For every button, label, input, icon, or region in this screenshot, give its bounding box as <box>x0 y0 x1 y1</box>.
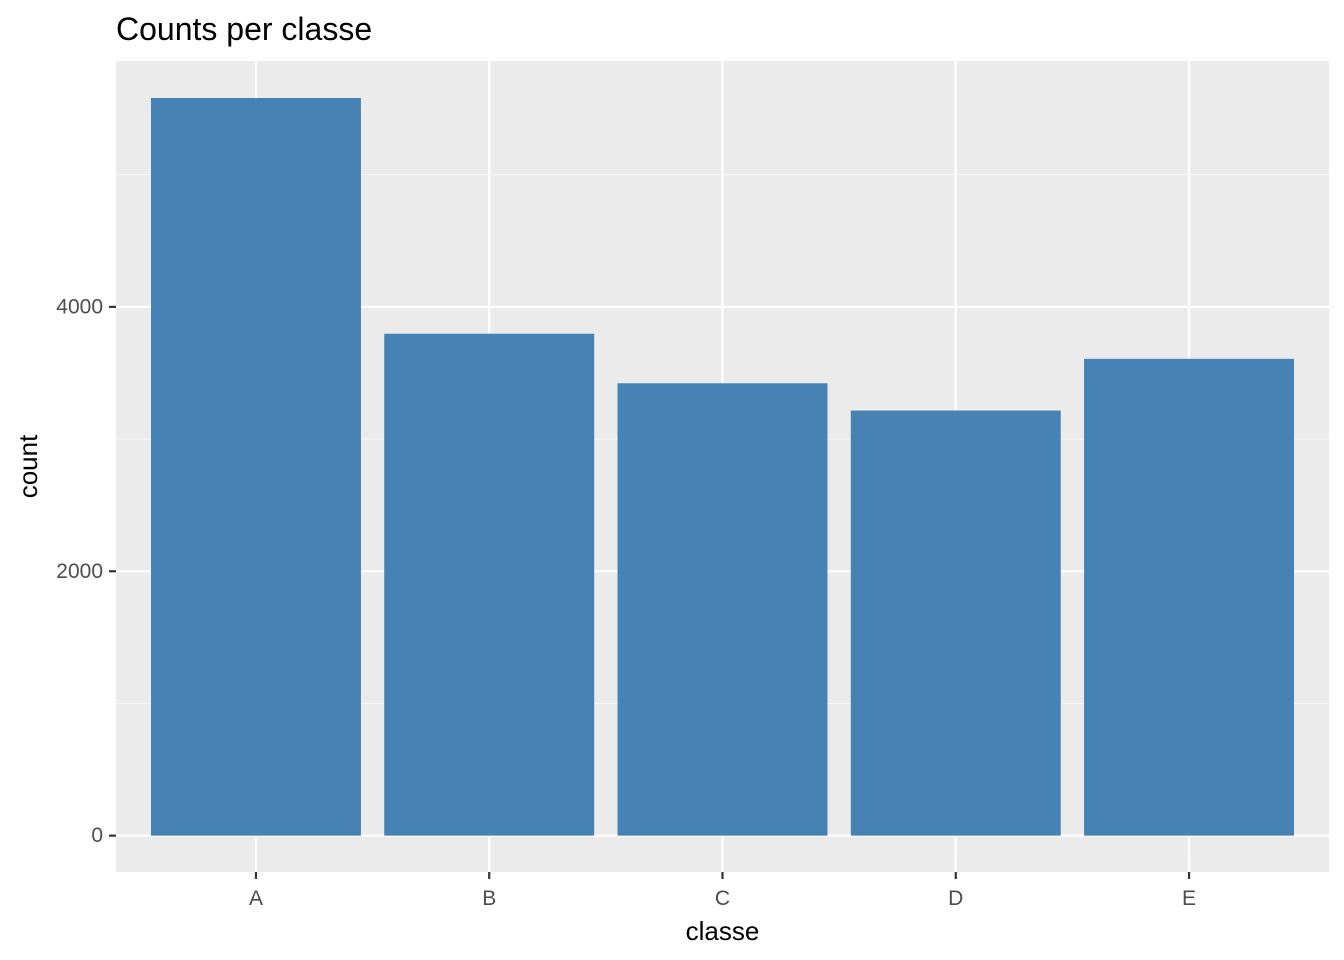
x-tick-label: D <box>948 887 963 910</box>
bars-group <box>150 98 1295 836</box>
x-tick-label: A <box>249 887 263 910</box>
y-tick-label: 4000 <box>56 295 103 318</box>
x-tick-label: C <box>715 887 730 910</box>
bar-c <box>617 383 828 836</box>
y-axis: 0 2000 4000 <box>56 295 116 847</box>
y-tick-label: 2000 <box>56 560 103 583</box>
x-tick-label: E <box>1182 887 1196 910</box>
chart-title: Counts per classe <box>116 11 372 47</box>
bar-e <box>1084 358 1295 836</box>
x-axis: A B C D E <box>249 872 1196 910</box>
y-tick-label: 0 <box>91 824 103 847</box>
bar-a <box>150 98 361 836</box>
bar-b <box>384 333 595 836</box>
bar-d <box>850 410 1061 836</box>
x-tick-label: B <box>482 887 496 910</box>
y-axis-title: count <box>13 434 43 498</box>
x-axis-title: classe <box>686 916 760 946</box>
